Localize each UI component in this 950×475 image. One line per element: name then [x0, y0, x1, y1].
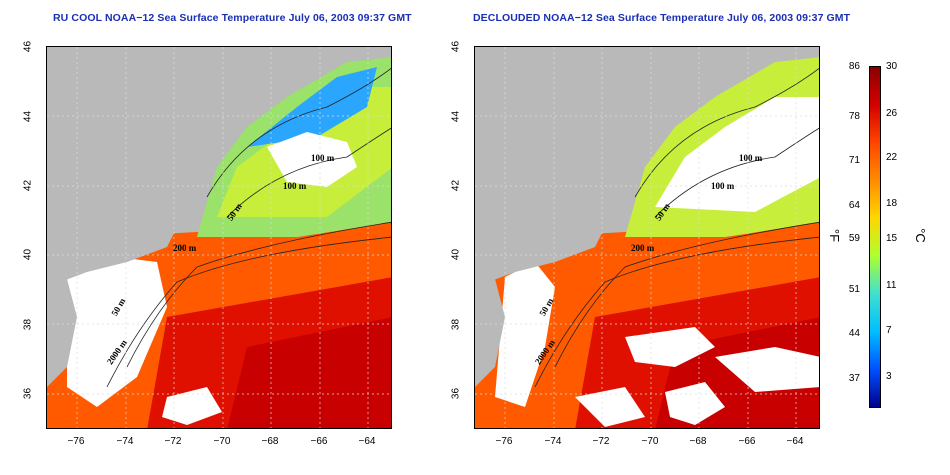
right-xtick-76: −76: [495, 436, 513, 447]
cbar-f-51: 51: [848, 284, 860, 295]
left-ytick-42: 42: [22, 179, 34, 192]
cbar-c-11: 11: [886, 280, 897, 291]
right-xtick-66: −66: [738, 436, 756, 447]
left-ytick-40: 40: [22, 248, 34, 261]
right-xtick-68: −68: [689, 436, 707, 447]
fahrenheit-unit-label: °F: [827, 228, 843, 243]
cbar-c-15: 15: [886, 233, 898, 244]
left-ytick-44: 44: [22, 110, 34, 123]
left-panel-title: RU COOL NOAA−12 Sea Surface Temperature …: [53, 12, 412, 24]
right-ytick-38: 38: [450, 318, 462, 331]
cbar-c-18: 18: [886, 198, 898, 209]
right-xtick-70: −70: [641, 436, 659, 447]
contour-label-100m-a: 100 m: [739, 153, 763, 163]
left-xtick-74: −74: [116, 436, 134, 447]
cbar-c-26: 26: [886, 108, 898, 119]
contour-label-100m-b: 100 m: [283, 181, 307, 191]
cbar-f-78: 78: [848, 111, 860, 122]
right-map-graphic: [475, 47, 819, 428]
cbar-f-59: 59: [848, 233, 860, 244]
right-xtick-64: −64: [786, 436, 804, 447]
cbar-f-37: 37: [848, 373, 860, 384]
contour-label-200m: 200 m: [631, 243, 655, 253]
celsius-unit-label: °C: [912, 228, 928, 243]
contour-label-100m-b: 100 m: [711, 181, 735, 191]
right-ytick-44: 44: [450, 110, 462, 123]
right-ytick-36: 36: [450, 387, 462, 400]
cbar-f-64: 64: [848, 200, 860, 211]
contour-label-200m: 200 m: [173, 243, 197, 253]
right-ytick-46: 46: [450, 40, 462, 53]
cbar-c-3: 3: [886, 371, 892, 382]
cbar-f-71: 71: [848, 155, 860, 166]
right-xtick-72: −72: [592, 436, 610, 447]
right-sst-map: 100 m 100 m 50 m 200 m 50 m 2000 m: [474, 46, 820, 429]
right-xtick-74: −74: [544, 436, 562, 447]
left-xtick-64: −64: [358, 436, 376, 447]
right-panel-title: DECLOUDED NOAA−12 Sea Surface Temperatur…: [473, 12, 851, 24]
cbar-c-22: 22: [886, 152, 898, 163]
left-xtick-72: −72: [164, 436, 182, 447]
cbar-c-7: 7: [886, 325, 892, 336]
left-xtick-70: −70: [213, 436, 231, 447]
left-ytick-46: 46: [22, 40, 34, 53]
cbar-c-30: 30: [886, 61, 898, 72]
right-ytick-42: 42: [450, 179, 462, 192]
cbar-f-86: 86: [848, 61, 860, 72]
left-ytick-38: 38: [22, 318, 34, 331]
left-map-graphic: [47, 47, 391, 428]
left-xtick-66: −66: [310, 436, 328, 447]
cbar-f-44: 44: [848, 328, 860, 339]
temperature-colorbar: [869, 66, 881, 408]
left-xtick-76: −76: [67, 436, 85, 447]
left-sst-map: 100 m 100 m 50 m 200 m 50 m 2000 m: [46, 46, 392, 429]
right-ytick-40: 40: [450, 248, 462, 261]
left-ytick-36: 36: [22, 387, 34, 400]
left-xtick-68: −68: [261, 436, 279, 447]
contour-label-100m-a: 100 m: [311, 153, 335, 163]
